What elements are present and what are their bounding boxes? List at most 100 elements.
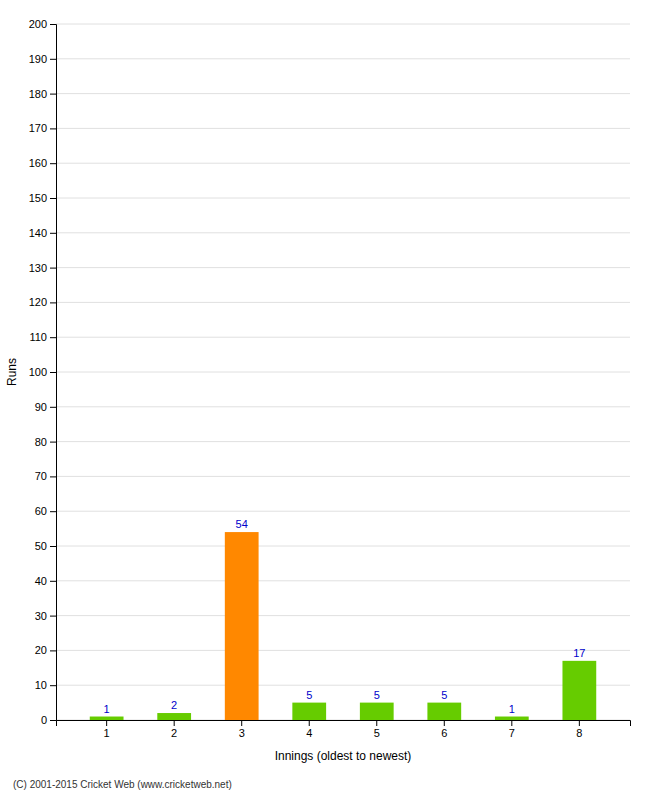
x-tick: 7 (509, 720, 515, 739)
grid-line (56, 93, 630, 94)
grid-line (56, 685, 630, 686)
y-tick: 20 (35, 644, 56, 656)
bars (90, 532, 596, 720)
y-tick-label: 30 (35, 610, 47, 622)
grid-line (56, 337, 630, 338)
grid (56, 24, 630, 720)
y-tick: 150 (29, 192, 56, 204)
x-tick-label: 2 (171, 727, 177, 739)
grid-line (56, 615, 630, 616)
grid-line (56, 24, 630, 25)
y-tick-label: 20 (35, 644, 47, 656)
grid-line (56, 546, 630, 547)
bar (562, 661, 596, 720)
y-tick-label: 200 (29, 18, 47, 30)
y-tick: 100 (29, 366, 56, 378)
chart: 1254555117123456780102030405060708090100… (0, 0, 650, 800)
plot: 1254555117123456780102030405060708090100… (29, 18, 631, 739)
x-tick-mark (174, 720, 175, 726)
x-tick: 6 (441, 720, 447, 739)
grid-line (56, 163, 630, 164)
y-tick-mark (50, 476, 56, 477)
y-tick-label: 110 (29, 331, 47, 343)
y-tick: 190 (29, 53, 56, 65)
y-tick-label: 0 (41, 714, 47, 726)
y-tick-label: 120 (29, 296, 47, 308)
y-tick-label: 140 (29, 227, 47, 239)
y-tick: 60 (35, 505, 56, 517)
grid-line (56, 511, 630, 512)
bar (225, 532, 259, 720)
y-tick-label: 50 (35, 540, 47, 552)
x-tick-label: 6 (441, 727, 447, 739)
y-tick: 90 (35, 401, 56, 413)
grid-line (56, 302, 630, 303)
y-tick: 30 (35, 610, 56, 622)
x-tick: 5 (374, 720, 380, 739)
y-tick: 120 (29, 296, 56, 308)
data-label: 17 (573, 647, 585, 659)
y-tick-mark (50, 581, 56, 582)
grid-line (56, 372, 630, 373)
x-tick-mark (511, 720, 512, 726)
x-tick-label: 4 (306, 727, 312, 739)
data-label: 1 (104, 703, 110, 715)
y-tick: 140 (29, 227, 56, 239)
y-tick-mark (50, 616, 56, 617)
bar (157, 713, 191, 720)
y-tick-label: 150 (29, 192, 47, 204)
y-tick-label: 130 (29, 262, 47, 274)
x-tick-mark (106, 720, 107, 726)
y-tick-mark (50, 720, 56, 721)
x-tick-mark (241, 720, 242, 726)
grid-line (56, 580, 630, 581)
x-tick-mark (579, 720, 580, 726)
x-tick-label: 1 (104, 727, 110, 739)
y-tick-mark (50, 546, 56, 547)
grid-line (56, 128, 630, 129)
y-tick-mark (50, 163, 56, 164)
bar (427, 703, 461, 720)
y-tick-label: 40 (35, 575, 47, 587)
y-tick-mark (50, 372, 56, 373)
y-tick-label: 60 (35, 505, 47, 517)
grid-line (56, 476, 630, 477)
x-axis-line (57, 721, 631, 727)
y-tick: 40 (35, 575, 56, 587)
y-tick: 50 (35, 540, 56, 552)
y-tick-mark (50, 685, 56, 686)
y-axis-title: Runs (5, 358, 19, 386)
y-tick-mark (50, 268, 56, 269)
grid-line (56, 441, 630, 442)
y-tick: 160 (29, 157, 56, 169)
y-tick-mark (50, 511, 56, 512)
y-tick-mark (50, 650, 56, 651)
y-axis: 0102030405060708090100110120130140150160… (29, 18, 57, 726)
data-label: 54 (236, 518, 248, 530)
y-tick-label: 160 (29, 157, 47, 169)
x-tick: 3 (239, 720, 245, 739)
y-tick-mark (50, 407, 56, 408)
grid-line (56, 267, 630, 268)
y-tick-mark (50, 337, 56, 338)
x-axis: 1 2 3 4 5 6 7 8 (57, 720, 631, 739)
data-label: 5 (306, 689, 312, 701)
y-tick: 0 (41, 714, 56, 726)
x-tick-mark (444, 720, 445, 726)
bar (495, 717, 529, 720)
y-tick-mark (50, 59, 56, 60)
data-label: 1 (509, 703, 515, 715)
x-tick-label: 3 (239, 727, 245, 739)
x-tick-label: 8 (576, 727, 582, 739)
y-tick: 80 (35, 436, 56, 448)
grid-line (56, 58, 630, 59)
y-tick: 180 (29, 88, 56, 100)
y-tick-mark (50, 198, 56, 199)
grid-line (56, 650, 630, 651)
y-tick: 10 (35, 679, 56, 691)
grid-line (56, 406, 630, 407)
y-tick-mark (50, 24, 56, 25)
y-tick-label: 90 (35, 401, 47, 413)
y-tick-mark (50, 442, 56, 443)
y-tick-mark (50, 233, 56, 234)
